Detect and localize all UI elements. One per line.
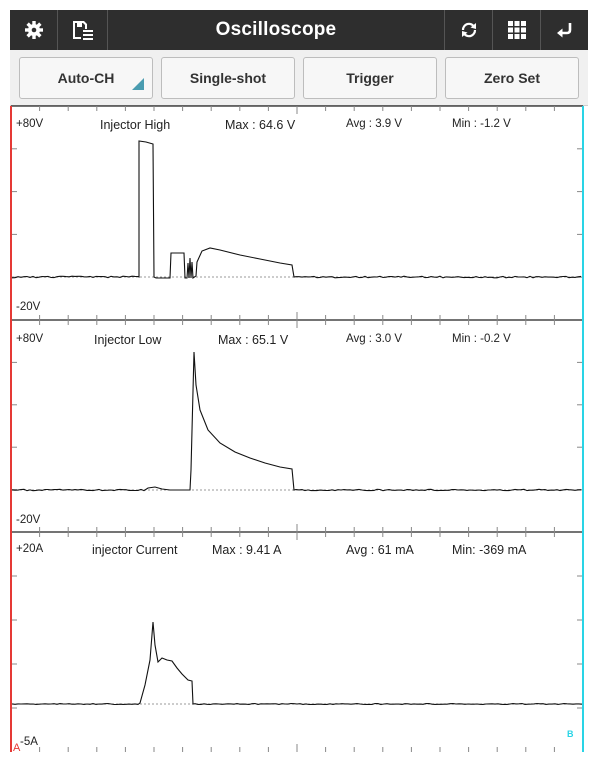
top-bar: Oscilloscope <box>10 10 588 50</box>
save-list-icon <box>72 21 93 40</box>
scope-grid <box>10 105 584 752</box>
cursor-b-label: B <box>567 729 574 739</box>
return-icon <box>556 23 571 38</box>
ch1-max: Max : 64.6 V <box>225 118 296 132</box>
dropdown-corner-icon <box>132 78 144 90</box>
ch3-max: Max : 9.41 A <box>212 543 282 557</box>
ch2-name: Injector Low <box>94 333 162 347</box>
ch2-avg: Avg : 3.0 V <box>346 333 403 345</box>
back-button[interactable] <box>540 10 588 50</box>
ch3-name: injector Current <box>92 543 178 557</box>
grid-icon <box>507 21 526 39</box>
trigger-label: Trigger <box>346 70 394 86</box>
ch1-min: Min : -1.2 V <box>452 118 511 130</box>
ch1-top-scale: +80V <box>16 118 44 130</box>
auto-ch-label: Auto-CH <box>57 70 115 86</box>
waveform-injector-low <box>11 351 582 492</box>
ch3-avg: Avg : 61 mA <box>346 543 414 557</box>
refresh-icon <box>461 22 476 38</box>
zero-set-button[interactable]: Zero Set <box>445 57 579 99</box>
waveform-layer <box>11 140 583 706</box>
single-shot-label: Single-shot <box>189 70 267 86</box>
waveform-injector-current <box>11 621 583 706</box>
grid-button[interactable] <box>492 10 540 50</box>
cursor-a-label: A <box>13 742 21 754</box>
ch1-bottom-scale: -20V <box>16 301 41 313</box>
ch2-min: Min : -0.2 V <box>452 333 511 345</box>
ch3-top-scale: +20A <box>16 543 44 555</box>
auto-ch-button[interactable]: Auto-CH <box>19 57 153 99</box>
app-title: Oscilloscope <box>215 19 337 40</box>
single-shot-button[interactable]: Single-shot <box>161 57 295 99</box>
ch2-top-scale: +80V <box>16 333 44 345</box>
refresh-button[interactable] <box>444 10 492 50</box>
control-toolbar: Auto-CH Single-shot Trigger Zero Set <box>10 50 588 106</box>
trigger-button[interactable]: Trigger <box>303 57 437 99</box>
ch3-bottom-scale: -5A <box>20 736 38 748</box>
ch1-avg: Avg : 3.9 V <box>346 118 403 130</box>
save-button[interactable] <box>58 10 108 50</box>
ch2-max: Max : 65.1 V <box>218 333 289 347</box>
ch1-name: Injector High <box>100 118 171 132</box>
ch3-min: Min: -369 mA <box>452 543 527 557</box>
waveform-injector-high <box>11 140 582 279</box>
gear-icon <box>24 21 43 39</box>
zero-set-label: Zero Set <box>483 70 540 86</box>
ch2-bottom-scale: -20V <box>16 514 41 526</box>
settings-button[interactable] <box>10 10 58 50</box>
